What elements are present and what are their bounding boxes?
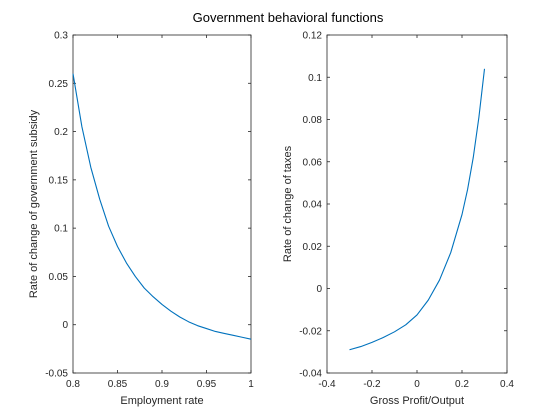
right-y-tick-label: -0.04: [299, 369, 322, 380]
left-y-tick-label: 0.3: [54, 31, 68, 42]
left-x-tick-label: 0.85: [108, 379, 128, 390]
right-y-tick-label: 0.08: [303, 115, 323, 126]
left-x-axis-label: Employment rate: [120, 395, 203, 407]
right-x-tick-label: -0.2: [363, 379, 381, 390]
left-y-tick-label: 0.05: [49, 272, 69, 283]
left-y-tick-label: 0.2: [54, 127, 68, 138]
right-x-axis-label: Gross Profit/Output: [370, 395, 464, 407]
left-x-tick-label: 0.8: [66, 379, 80, 390]
right-x-tick-label: 0.2: [455, 379, 469, 390]
right-y-axis-label: Rate of change of taxes: [282, 145, 294, 262]
right-y-tick-label: 0.02: [303, 242, 323, 253]
right-plot-box: [326, 34, 508, 374]
right-x-tick-label: 0: [414, 379, 420, 390]
left-y-tick-label: 0.15: [49, 175, 69, 186]
right-y-tick-label: 0.12: [303, 31, 323, 42]
left-y-tick-label: 0: [62, 320, 68, 331]
left-x-tick-label: 0.9: [155, 379, 169, 390]
left-subplot: 0.8 0.85 0.9 0.95 1 -0.05 0 0.05 0.1 0.15 0.2 0.25 0…: [28, 31, 254, 408]
left-y-tick-label: 0.25: [49, 79, 69, 90]
right-y-tick-label: 0: [316, 284, 322, 295]
left-plot-box: [72, 34, 252, 374]
figure-title: Government behavioral functions: [193, 10, 384, 25]
right-series-line: [349, 68, 486, 351]
right-y-tick-label: 0.06: [303, 157, 323, 168]
right-y-tick-label: -0.02: [299, 326, 322, 337]
right-x-tick-label: 0.4: [500, 379, 514, 390]
left-x-tick-label: 1: [248, 379, 254, 390]
right-x-tick-label: -0.4: [318, 379, 336, 390]
left-y-axis-label: Rate of change of government subsidy: [28, 109, 40, 298]
left-x-tick-label: 0.95: [197, 379, 217, 390]
right-y-tick-label: 0.04: [303, 200, 323, 211]
left-y-tick-label: -0.05: [45, 369, 68, 380]
right-subplot: -0.4 -0.2 0 0.2 0.4 -0.04 -0.02 0 0.02 0.04 0.06 0.…: [282, 31, 514, 408]
left-series-line: [72, 73, 252, 340]
right-y-tick-label: 0.1: [308, 73, 322, 84]
left-y-tick-label: 0.1: [54, 224, 68, 235]
